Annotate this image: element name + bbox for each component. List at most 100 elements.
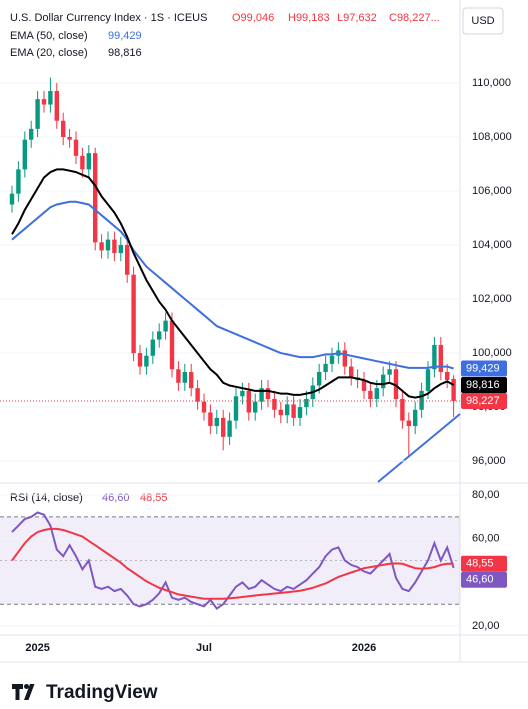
price-tag (461, 571, 507, 588)
price-tag (461, 555, 507, 572)
candle-body (105, 239, 111, 251)
candle-body (131, 274, 136, 354)
candle-body (374, 388, 379, 399)
candle-body (16, 169, 21, 194)
candle-body (387, 369, 392, 375)
candle-body (67, 136, 72, 140)
logo-text: TradingView (46, 682, 158, 703)
candle-body (413, 409, 418, 427)
price-tag-label: 99,429 (466, 362, 500, 374)
trend-line[interactable] (377, 413, 461, 483)
candle-body (35, 99, 40, 129)
price-tag (461, 360, 507, 377)
candle-body (349, 366, 354, 378)
x-tick-label: 2026 (352, 642, 376, 654)
candle-body (99, 242, 104, 251)
candle-body (73, 139, 79, 156)
candle-body (137, 353, 143, 367)
ema-line (11, 200, 454, 370)
candle-body (425, 369, 431, 391)
legend-name: EMA (50, close) (10, 30, 88, 42)
close-label: C98,227... (389, 12, 440, 24)
candle-body (240, 390, 245, 397)
candle-body (361, 380, 367, 391)
candle-body (445, 371, 450, 381)
candle-body (93, 153, 98, 243)
candle-body (323, 363, 328, 372)
candle-body (9, 193, 15, 205)
legend-value: 98,816 (108, 47, 142, 59)
candle-body (227, 420, 232, 437)
candle-body (265, 388, 271, 399)
candle-body (163, 320, 168, 332)
candle-body (253, 401, 258, 413)
price-tag-label: 46,60 (466, 574, 494, 586)
legend-name: EMA (20, close) (10, 47, 88, 59)
price-tag (461, 393, 507, 410)
candle-body (304, 398, 309, 408)
candle-body (54, 91, 59, 121)
candle-body (432, 344, 437, 370)
y-tick-label: 80,00 (472, 489, 500, 501)
candle-body (272, 398, 277, 410)
candle-body (201, 401, 207, 413)
candle-body (451, 378, 456, 401)
candle-body (125, 245, 130, 275)
candle-body (317, 371, 322, 386)
price-tag-label: 98,227 (466, 395, 500, 407)
candle-body (176, 369, 181, 383)
high-label: H99,183 (288, 12, 330, 24)
candle-body (406, 420, 411, 427)
chart-title: U.S. Dollar Currency Index · 1S · ICEUS (10, 12, 207, 24)
y-tick-label: 96,000 (472, 455, 506, 467)
candle-body (80, 155, 85, 170)
candle-body (342, 350, 347, 367)
candle-body (112, 239, 117, 254)
y-tick-label: 104,000 (472, 239, 512, 251)
candle-body (41, 99, 47, 105)
candle-body (29, 128, 34, 140)
candle-body (246, 390, 251, 413)
open-label: O99,046 (232, 12, 274, 24)
candle-body (419, 390, 424, 410)
x-tick-label: 2025 (25, 642, 49, 654)
candle-body (22, 139, 27, 170)
rsi-title: RSI (14, close) (10, 492, 83, 504)
y-tick-label: 108,000 (472, 131, 512, 143)
candle-body (157, 331, 162, 340)
logo-icon (12, 684, 35, 700)
y-tick-label: 100,000 (472, 347, 512, 359)
candle-body (208, 412, 213, 427)
y-tick-label: 106,000 (472, 185, 512, 197)
candle-body (48, 91, 53, 105)
candle-body (182, 371, 187, 383)
ema-line (11, 168, 455, 399)
candle-body (86, 153, 91, 170)
candle-body (368, 390, 373, 399)
candle-body (400, 398, 405, 421)
legend-value: 48,55 (140, 492, 168, 504)
candle-body (233, 396, 239, 421)
logo: TradingView (12, 682, 158, 703)
candle-body (291, 404, 296, 418)
candle-body (438, 344, 443, 372)
candle-body (259, 388, 264, 402)
candle-body (150, 339, 155, 356)
candle-body (221, 417, 226, 437)
currency: USD (471, 15, 494, 27)
y-tick-label: 110,000 (472, 77, 511, 89)
y-tick-label: 20,00 (472, 620, 500, 632)
rsi-line (11, 527, 454, 600)
legend-value: 99,429 (108, 30, 142, 42)
candle-body (61, 120, 66, 137)
candle-body (214, 417, 219, 427)
rsi-line (11, 511, 455, 610)
price-tag-label: 98,816 (466, 379, 500, 391)
price-tag (461, 377, 507, 394)
low-label: L97,632 (337, 12, 377, 24)
candle-body (195, 388, 200, 402)
candle-body (285, 404, 290, 416)
currency-box[interactable] (462, 7, 504, 35)
candle-body (144, 355, 149, 367)
